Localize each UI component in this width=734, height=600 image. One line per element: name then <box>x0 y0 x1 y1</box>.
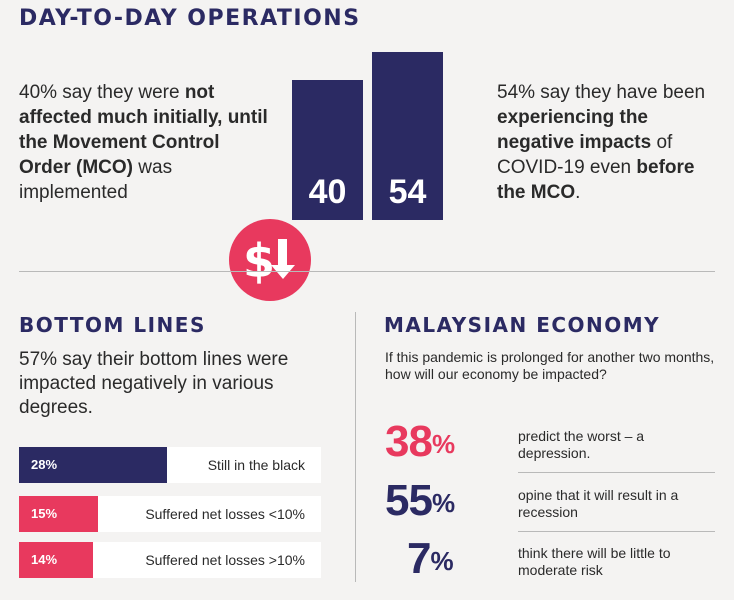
economy-stat-number: 38% <box>385 417 455 466</box>
economy-stat-text: predict the worst – a depression. <box>518 428 645 461</box>
stat-value: 7 <box>407 534 432 583</box>
stat-divider <box>518 531 715 532</box>
svg-text:$: $ <box>243 234 275 288</box>
bar-40-label: 40 <box>308 173 347 211</box>
bar-54-label: 54 <box>388 173 427 211</box>
bottom-line-percent: 15% <box>31 506 58 521</box>
percent-symbol: % <box>430 546 453 576</box>
operations-right-end: . <box>575 182 581 203</box>
operations-right-bold-2: before the MCO <box>497 157 695 203</box>
bottom-line-label: Still in the black <box>207 457 305 473</box>
bar-54: 54 <box>372 52 443 220</box>
bottom-line-row: 14% Suffered net losses >10% <box>19 542 321 578</box>
operations-left-text: 40% say they were not affected much init… <box>19 80 269 205</box>
bottom-line-row: 28% Still in the black <box>19 447 321 483</box>
section-title-operations: DAY-TO-DAY OPERATIONS <box>19 6 361 31</box>
economy-stat-number: 55% <box>385 476 455 525</box>
column-divider <box>355 312 356 582</box>
operations-left-tail: was implemented <box>19 157 173 203</box>
stat-divider <box>518 472 715 473</box>
bottom-line-label: Suffered net losses <10% <box>145 506 305 522</box>
bar-40: 40 <box>292 80 363 220</box>
operations-right-bold-1: experiencing the negative impacts <box>497 107 652 153</box>
economy-stat-text: think there will be little to moderate r… <box>518 545 671 578</box>
operations-left-line: 40% say they were <box>19 82 180 103</box>
section-divider <box>19 271 715 272</box>
bottom-line-bar <box>19 496 98 532</box>
section-title-bottom-lines: BOTTOM LINES <box>19 313 206 337</box>
dollar-down-arrow-icon: $ <box>229 219 311 301</box>
section-title-economy: MALAYSIAN ECONOMY <box>384 313 661 337</box>
operations-right-text: 54% say they have been experiencing the … <box>497 80 727 205</box>
operations-right-mid: of COVID-19 even <box>497 132 673 178</box>
stat-value: 38 <box>385 417 433 466</box>
percent-symbol: % <box>431 429 455 459</box>
economy-stat-number: 7% <box>407 534 454 583</box>
bottom-line-percent: 28% <box>31 457 58 472</box>
bottom-line-row: 15% Suffered net losses <10% <box>19 496 321 532</box>
economy-question: If this pandemic is prolonged for anothe… <box>385 349 715 382</box>
bottom-line-bar <box>19 542 93 578</box>
operations-right-line: 54% say they have been <box>497 82 706 103</box>
bottom-line-percent: 14% <box>31 552 58 567</box>
bottom-lines-summary: 57% say their bottom lines were impacted… <box>19 349 289 418</box>
bottom-line-label: Suffered net losses >10% <box>145 552 305 568</box>
percent-symbol: % <box>431 488 455 518</box>
stat-value: 55 <box>385 476 433 525</box>
operations-left-bold: not affected much initially, until the M… <box>19 82 268 178</box>
bottom-line-bar <box>19 447 167 483</box>
economy-stat-text: opine that it will result in a recession <box>518 487 679 520</box>
